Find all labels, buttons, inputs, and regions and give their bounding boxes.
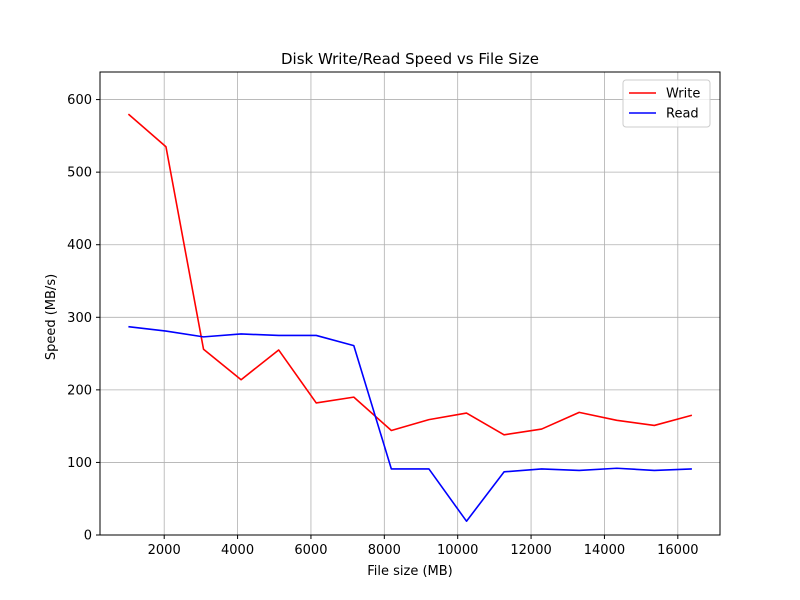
y-tick-label: 300 xyxy=(67,311,92,326)
plot-area-frame xyxy=(99,71,721,536)
legend-label: Read xyxy=(666,107,699,122)
x-tick-label: 4000 xyxy=(221,543,254,558)
x-axis-label: File size (MB) xyxy=(367,564,453,579)
x-tick-label: 8000 xyxy=(368,543,401,558)
legend-box xyxy=(622,79,711,128)
y-tick-label: 200 xyxy=(67,383,92,398)
series-line-read xyxy=(128,325,692,523)
legend: Write Read xyxy=(622,79,711,128)
chart-title: Disk Write/Read Speed vs File Size xyxy=(281,50,539,68)
y-tick-label: 100 xyxy=(67,456,92,471)
y-tick-label: 600 xyxy=(67,93,92,108)
x-tick-label: 12000 xyxy=(510,543,551,558)
legend-label: Write xyxy=(666,87,700,102)
y-tick-label: 500 xyxy=(67,166,92,181)
x-tick-label: 14000 xyxy=(584,543,625,558)
x-tick-label: 6000 xyxy=(294,543,327,558)
x-tick-label: 10000 xyxy=(437,543,478,558)
y-axis-label: Speed (MB/s) xyxy=(44,274,59,360)
y-tick-label: 0 xyxy=(84,529,92,544)
y-tick-label: 400 xyxy=(67,238,92,253)
axis-ticks: 2000 4000 6000 8000 10000 12000 14000 16000 0 100… xyxy=(67,93,698,558)
series-lines xyxy=(127,113,693,523)
x-tick-label: 16000 xyxy=(657,543,698,558)
x-tick-label: 2000 xyxy=(148,543,181,558)
series-line-write xyxy=(127,113,693,436)
